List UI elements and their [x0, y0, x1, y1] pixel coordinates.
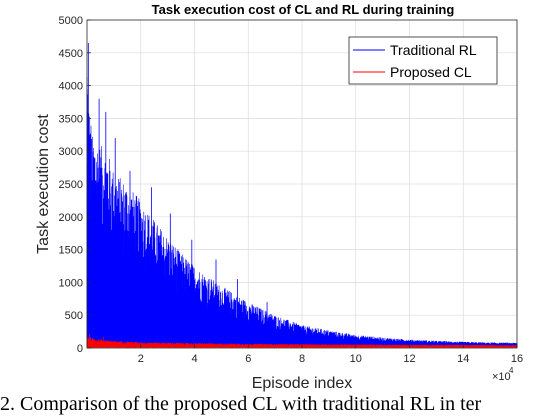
- series-layer: [86, 42, 518, 348]
- x-tick-label: 8: [299, 353, 305, 365]
- y-tick-label: 1500: [59, 245, 83, 257]
- x-axis-ticks: 2 4 6 8 10 12 14 16: [138, 344, 523, 365]
- x-tick-label: 14: [457, 353, 469, 365]
- x-tick-label: 4: [191, 353, 197, 365]
- y-axis-ticks: 0 500 1000 1500 2000 2500 3000 3500 4000 4500 5000: [59, 15, 91, 355]
- x-axis-label: Episode index: [252, 375, 353, 392]
- y-tick-label: 4500: [59, 48, 83, 60]
- x-tick-label: 12: [403, 353, 415, 365]
- y-tick-label: 3500: [59, 113, 83, 125]
- legend-label-traditional-rl: Traditional RL: [390, 42, 477, 58]
- y-tick-label: 0: [77, 343, 83, 355]
- y-tick-label: 2500: [59, 179, 83, 191]
- y-tick-label: 1000: [59, 277, 83, 289]
- legend-label-proposed-cl: Proposed CL: [390, 64, 472, 80]
- x-exponent-base: ×10: [492, 371, 511, 383]
- y-tick-label: 3000: [59, 146, 83, 158]
- x-tick-label: 16: [511, 353, 523, 365]
- x-exponent-label: ×10 4: [492, 366, 514, 383]
- legend: Traditional RL Proposed CL: [348, 36, 498, 85]
- figure-caption: 2. Comparison of the proposed CL with tr…: [0, 393, 482, 415]
- y-tick-label: 4000: [59, 81, 83, 93]
- x-tick-label: 2: [138, 353, 144, 365]
- x-tick-label: 10: [350, 353, 362, 365]
- y-tick-label: 500: [65, 310, 83, 322]
- x-exponent-power: 4: [509, 366, 514, 375]
- y-tick-label: 5000: [59, 15, 83, 27]
- legend-box: [348, 36, 498, 85]
- chart-title: Task execution cost of CL and RL during …: [152, 2, 455, 17]
- y-axis-label: Task execution cost: [35, 114, 52, 254]
- x-tick-label: 6: [245, 353, 251, 365]
- y-tick-label: 2000: [59, 212, 83, 224]
